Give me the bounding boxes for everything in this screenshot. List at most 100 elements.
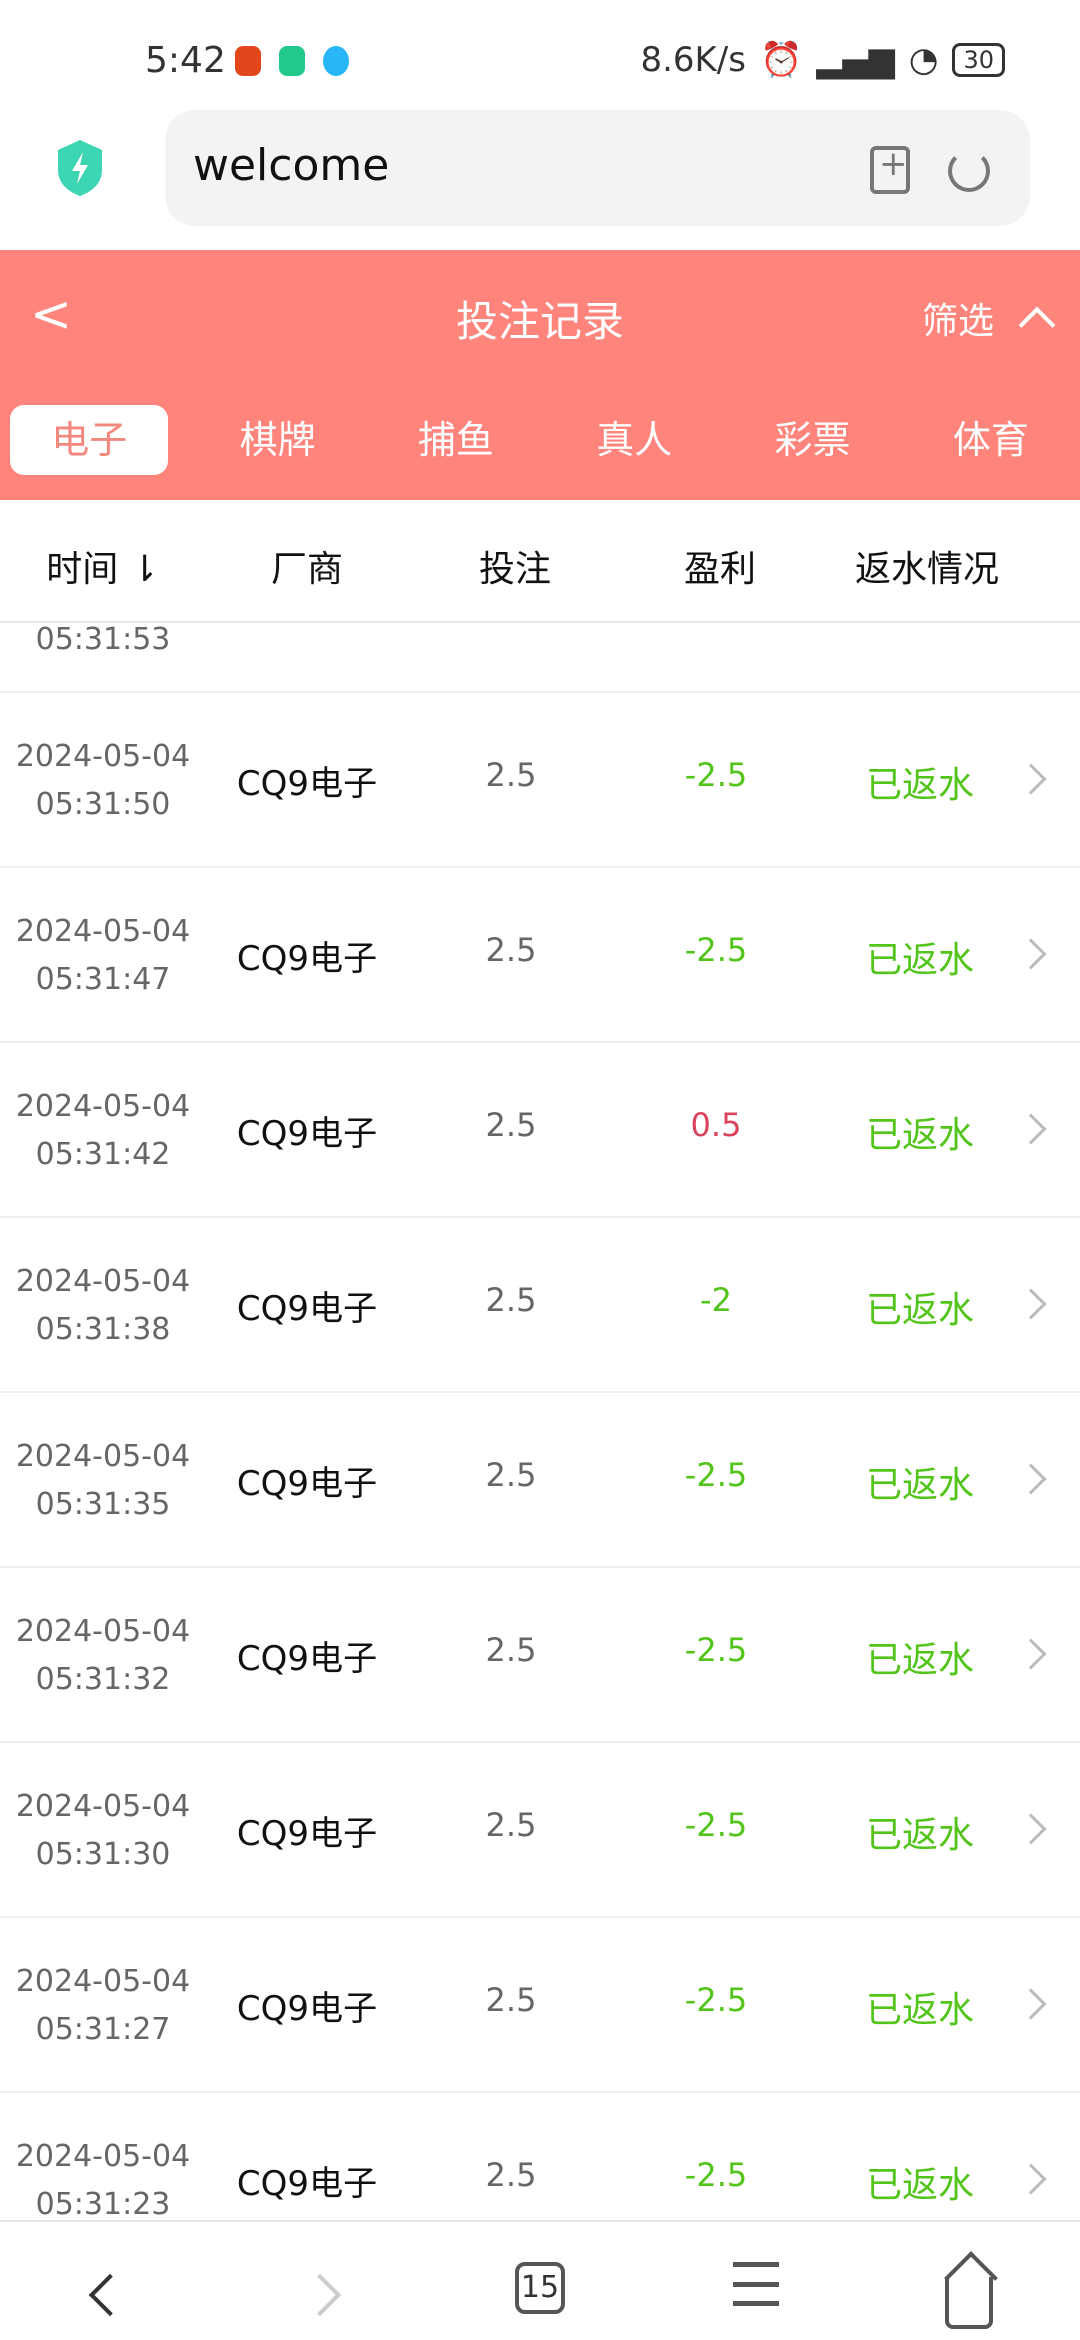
row-datetime: 2024-05-04 05:31:42 <box>15 1089 191 1172</box>
row-profit: -2.5 <box>684 1456 748 1494</box>
row-datetime: 2024-05-04 05:31:30 <box>15 1789 191 1872</box>
row-bet: 2.5 <box>485 756 537 794</box>
row-datetime: 2024-05-04 05:31:35 <box>15 1439 191 1522</box>
column-profit: 盈利 <box>683 549 757 590</box>
page-title: 投注记录 <box>455 297 624 346</box>
row-rebate-status: 已返水 <box>865 1115 975 1156</box>
row-bet: 2.5 <box>485 1806 537 1844</box>
chevron-right-icon[interactable] <box>1015 2163 1047 2195</box>
row-rebate-status: 已返水 <box>865 1640 975 1681</box>
back-button[interactable]: < <box>30 285 72 343</box>
row-vendor: CQ9电子 <box>236 939 378 979</box>
tab-chess-cards[interactable]: 棋牌 <box>239 418 316 462</box>
row-bet: 2.5 <box>485 1631 537 1669</box>
row-profit: -2.5 <box>684 2156 748 2194</box>
table-row[interactable]: 2024-05-04 05:31:50 CQ9电子 2.5 -2.5 已返水 <box>0 693 1080 868</box>
row-datetime: 2024-05-04 05:31:32 <box>15 1614 191 1697</box>
row-profit: -2.5 <box>684 931 748 969</box>
row-rebate-status: 已返水 <box>865 1815 975 1856</box>
shield-notification-icon <box>279 46 305 76</box>
signal-icon: ▂▄▆ <box>816 40 895 80</box>
row-profit: -2 <box>700 1281 732 1319</box>
url-text[interactable]: welcome <box>193 140 390 191</box>
tabs-count-button[interactable]: 15 <box>515 2262 565 2314</box>
clock: 5:42 <box>145 40 226 81</box>
table-row[interactable]: 2024-05-04 05:31:47 CQ9电子 2.5 -2.5 已返水 <box>0 868 1080 1043</box>
app-notification-icon <box>235 46 261 76</box>
chevron-right-icon[interactable] <box>1015 938 1047 970</box>
address-bar[interactable]: welcome <box>165 110 1030 226</box>
table-row[interactable]: 2024-05-04 05:31:42 CQ9电子 2.5 0.5 已返水 <box>0 1043 1080 1218</box>
alarm-icon: ⏰ <box>759 40 803 80</box>
row-datetime: 2024-05-04 05:31:27 <box>15 1964 191 2047</box>
chevron-right-icon[interactable] <box>1015 1813 1047 1845</box>
table-row[interactable]: 05:31:53 <box>0 623 1080 693</box>
column-vendor: 厂商 <box>270 549 344 590</box>
table-row[interactable]: 2024-05-04 05:31:23 CQ9电子 2.5 -2.5 已返水 <box>0 2093 1080 2220</box>
add-bookmark-icon[interactable] <box>870 144 910 194</box>
page-header: < 投注记录 筛选 电子 棋牌 捕鱼 真人 彩票 体育 <box>0 250 1080 500</box>
row-rebate-status: 已返水 <box>865 1465 975 1506</box>
row-vendor: CQ9电子 <box>236 1289 378 1329</box>
tab-electronic[interactable]: 电子 <box>10 405 169 475</box>
filter-button[interactable]: 筛选 <box>921 292 1056 344</box>
chevron-right-icon[interactable] <box>1015 1988 1047 2020</box>
row-rebate-status: 已返水 <box>865 940 975 981</box>
status-bar: 5:42 8.6K/s ⏰ ▂▄▆ ◔ 30 <box>0 0 1080 105</box>
row-bet: 2.5 <box>485 1981 537 2019</box>
row-rebate-status: 已返水 <box>865 2165 975 2206</box>
row-bet: 2.5 <box>485 1456 537 1494</box>
row-bet: 2.5 <box>485 1281 537 1319</box>
bet-record-list[interactable]: 05:31:53 2024-05-04 05:31:50 CQ9电子 2.5 -2.5 已… <box>0 623 1080 2220</box>
tab-sports[interactable]: 体育 <box>952 418 1029 462</box>
row-time: 05:31:53 <box>35 623 171 657</box>
chevron-right-icon[interactable] <box>1015 1463 1047 1495</box>
row-profit: -2.5 <box>684 1981 748 2019</box>
tab-lottery[interactable]: 彩票 <box>774 418 851 462</box>
row-datetime: 2024-05-04 05:31:38 <box>15 1264 191 1347</box>
security-shield-icon[interactable] <box>55 138 105 198</box>
chevron-right-icon[interactable] <box>1015 763 1047 795</box>
browser-bottom-nav: 15 <box>0 2220 1080 2340</box>
system-icons: 8.6K/s ⏰ ▂▄▆ ◔ 30 <box>640 40 1005 80</box>
row-profit: 0.5 <box>690 1106 742 1144</box>
row-profit: -2.5 <box>684 756 748 794</box>
row-bet: 2.5 <box>485 931 537 969</box>
chevron-right-icon[interactable] <box>1015 1638 1047 1670</box>
row-vendor: CQ9电子 <box>236 1464 378 1504</box>
column-time-sort[interactable]: 时间 ⇂ <box>46 549 160 590</box>
row-vendor: CQ9电子 <box>236 1114 378 1154</box>
home-icon[interactable] <box>945 2277 993 2329</box>
table-row[interactable]: 2024-05-04 05:31:27 CQ9电子 2.5 -2.5 已返水 <box>0 1918 1080 2093</box>
tab-fishing[interactable]: 捕鱼 <box>417 418 494 462</box>
refresh-icon[interactable] <box>948 150 990 192</box>
chevron-up-icon <box>1018 306 1056 344</box>
row-rebate-status: 已返水 <box>865 1290 975 1331</box>
row-bet: 2.5 <box>485 2156 537 2194</box>
table-row[interactable]: 2024-05-04 05:31:30 CQ9电子 2.5 -2.5 已返水 <box>0 1743 1080 1918</box>
column-rebate: 返水情况 <box>854 549 1000 590</box>
chevron-right-icon[interactable] <box>1015 1113 1047 1145</box>
browser-notification-icon <box>323 46 349 76</box>
table-row[interactable]: 2024-05-04 05:31:35 CQ9电子 2.5 -2.5 已返水 <box>0 1393 1080 1568</box>
row-vendor: CQ9电子 <box>236 2164 378 2204</box>
battery-icon: 30 <box>952 43 1005 77</box>
row-datetime: 2024-05-04 05:31:23 <box>15 2139 191 2220</box>
wifi-icon: ◔ <box>908 40 939 80</box>
row-vendor: CQ9电子 <box>236 1814 378 1854</box>
menu-icon[interactable] <box>733 2262 779 2306</box>
nav-back-icon[interactable] <box>88 2273 132 2317</box>
row-bet: 2.5 <box>485 1106 537 1144</box>
nav-forward-icon[interactable] <box>298 2273 342 2317</box>
category-tabs: 电子 棋牌 捕鱼 真人 彩票 体育 <box>10 405 1080 475</box>
table-row[interactable]: 2024-05-04 05:31:38 CQ9电子 2.5 -2 已返水 <box>0 1218 1080 1393</box>
chevron-right-icon[interactable] <box>1015 1288 1047 1320</box>
column-bet: 投注 <box>478 549 552 590</box>
tab-live[interactable]: 真人 <box>596 418 673 462</box>
table-row[interactable]: 2024-05-04 05:31:32 CQ9电子 2.5 -2.5 已返水 <box>0 1568 1080 1743</box>
row-rebate-status: 已返水 <box>865 765 975 806</box>
filter-label: 筛选 <box>921 301 994 342</box>
network-speed: 8.6K/s <box>640 40 746 80</box>
row-profit: -2.5 <box>684 1631 748 1669</box>
browser-toolbar: welcome <box>0 110 1080 226</box>
